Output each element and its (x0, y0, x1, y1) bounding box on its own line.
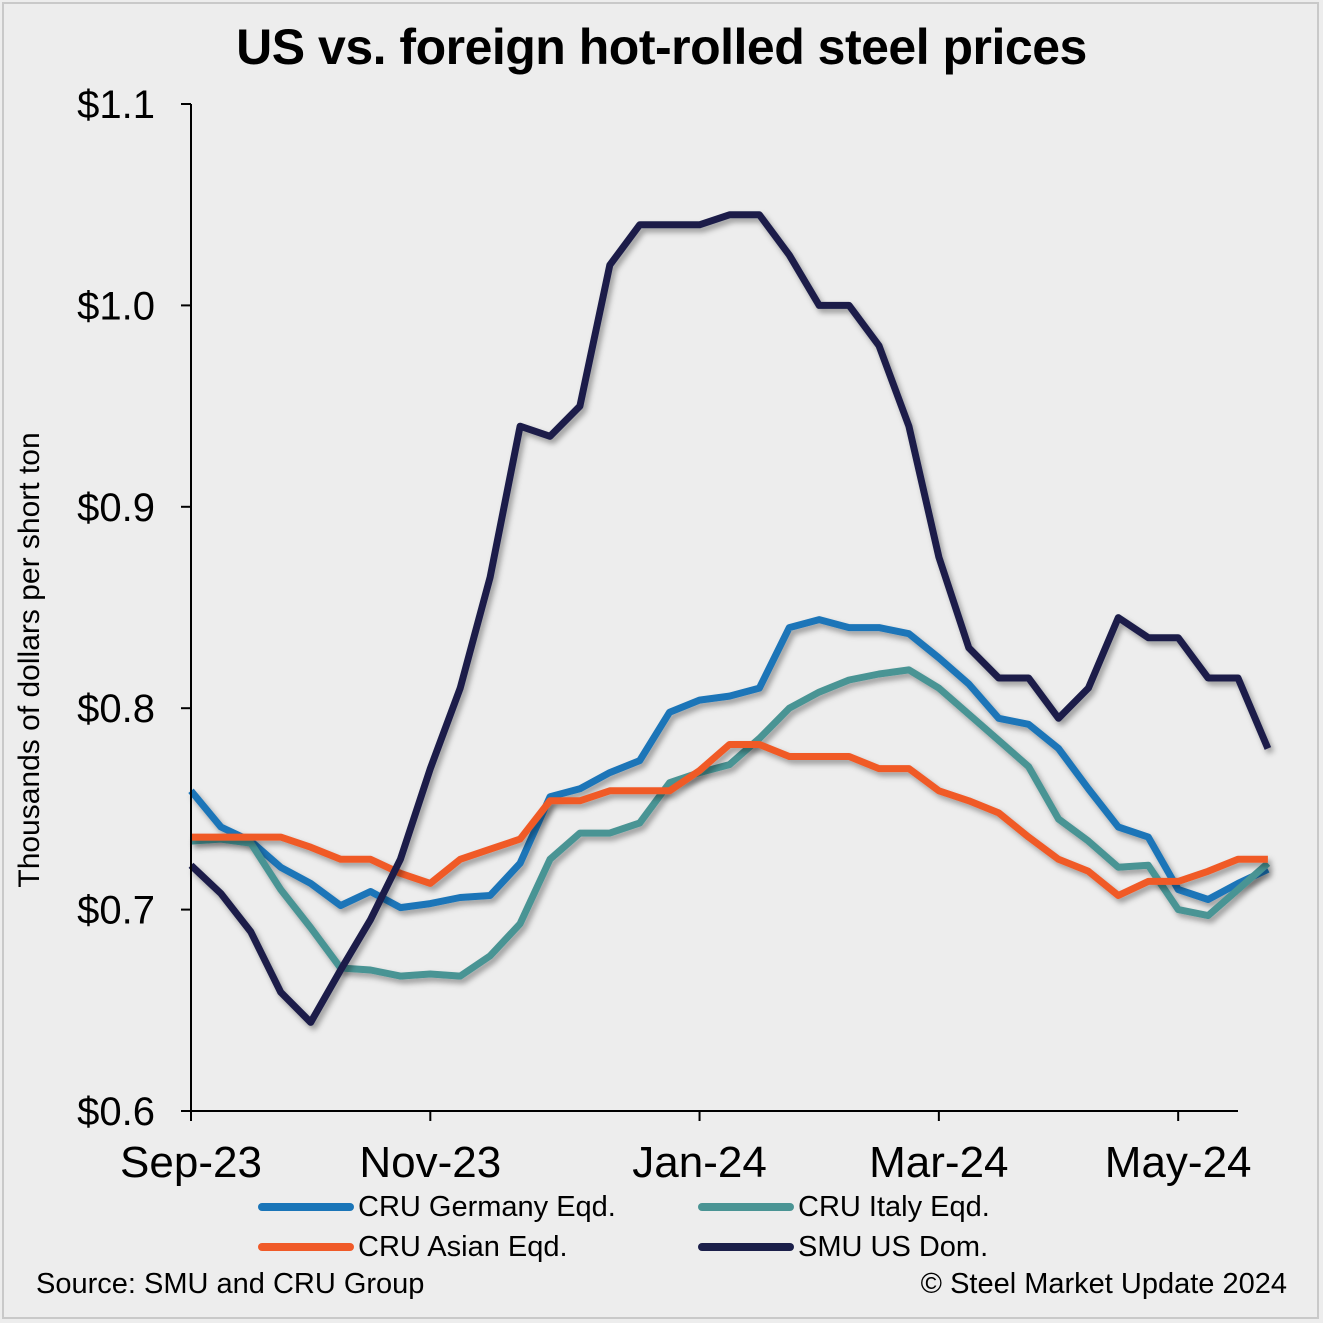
series-line-3 (188, 211, 1272, 1026)
series-line-2 (191, 741, 1268, 899)
axes-layer: $0.6 $0.7 $0.8 $0.9 $1.0 $1.1 Sep-23 Nov-23 Jan-… (77, 83, 1251, 1187)
legend-label-germany: CRU Germany Eqd. (358, 1190, 616, 1223)
legend-item-asian: CRU Asian Eqd. (258, 1227, 568, 1267)
legend-label-italy: CRU Italy Eqd. (798, 1190, 990, 1223)
y-tick-label: $0.6 (77, 1090, 155, 1134)
legend-label-asian: CRU Asian Eqd. (358, 1230, 568, 1263)
x-tick-label: Nov-23 (359, 1138, 501, 1187)
x-tick-label: May-24 (1105, 1138, 1252, 1187)
legend-item-us: SMU US Dom. (698, 1227, 988, 1267)
y-tick-label: $0.8 (77, 687, 155, 731)
legend-item-germany: CRU Germany Eqd. (258, 1187, 616, 1227)
legend-swatch-us (698, 1243, 794, 1251)
x-tick-label: Jan-24 (632, 1138, 767, 1187)
series-line-1 (190, 666, 1271, 980)
source-note: Source: SMU and CRU Group (36, 1268, 425, 1300)
legend-item-italy: CRU Italy Eqd. (698, 1187, 990, 1227)
series-line-0 (188, 616, 1270, 912)
x-tick-label: Sep-23 (120, 1138, 262, 1187)
series-layer (188, 211, 1272, 1026)
x-tick-label: Mar-24 (869, 1138, 1008, 1187)
legend-swatch-asian (258, 1243, 354, 1251)
legend-swatch-germany (258, 1203, 354, 1211)
legend-swatch-italy (698, 1203, 794, 1211)
legend-label-us: SMU US Dom. (798, 1230, 989, 1263)
y-axis-label: Thousands of dollars per short ton (13, 432, 46, 888)
y-tick-label: $0.9 (77, 486, 155, 530)
copyright-note: © Steel Market Update 2024 (920, 1268, 1287, 1300)
y-tick-label: $0.7 (77, 889, 155, 933)
y-tick-label: $1.1 (77, 83, 155, 127)
y-tick-label: $1.0 (77, 284, 155, 328)
chart-title: US vs. foreign hot-rolled steel prices (236, 19, 1087, 75)
